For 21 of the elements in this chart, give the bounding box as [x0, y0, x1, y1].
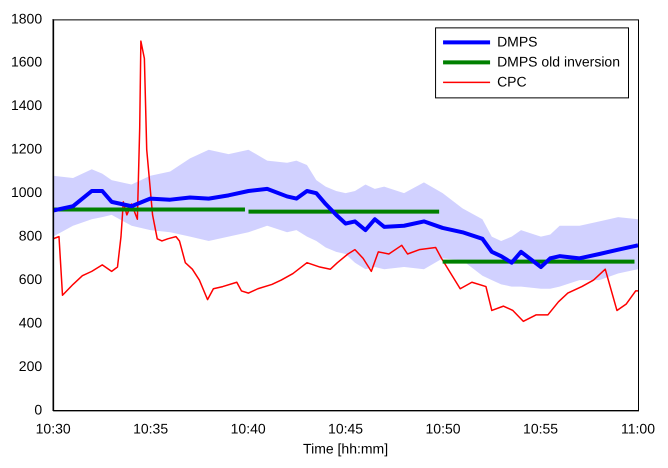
x-axis-title: Time [hh:mm]: [303, 440, 388, 456]
y-tick-label: 1000: [10, 184, 42, 200]
y-tick-label: 1800: [10, 10, 42, 26]
x-tick-label: 10:50: [425, 420, 461, 437]
x-tick-label: 10:40: [230, 420, 266, 437]
y-tick-label: 1600: [10, 54, 42, 70]
y-tick-label: 200: [18, 358, 42, 374]
y-tick-label: 600: [18, 270, 42, 287]
y-tick-label: 400: [18, 314, 42, 330]
legend-label: DMPS: [497, 33, 538, 50]
x-tick-label: 10:45: [328, 420, 364, 437]
y-tick-label: 800: [18, 227, 42, 244]
x-tick-label: 10:30: [36, 420, 71, 437]
y-tick-label: 1200: [10, 140, 42, 157]
x-tick-label: 10:35: [133, 420, 168, 437]
y-tick-label: 0: [34, 401, 42, 418]
legend-label: DMPS old inversion: [497, 53, 620, 70]
legend-label: CPC: [497, 73, 527, 90]
y-tick-label: 1400: [10, 97, 42, 114]
x-tick-label: 10:55: [523, 420, 558, 437]
x-tick-label: 11:00: [621, 420, 656, 437]
